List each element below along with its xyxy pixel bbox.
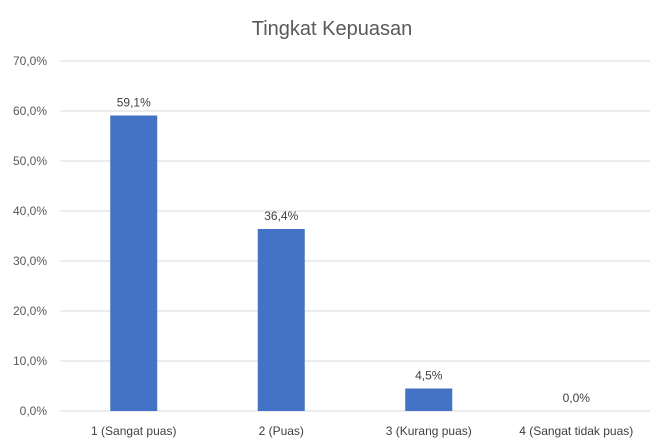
y-tick-label: 60,0% [13, 104, 47, 118]
data-label: 36,4% [264, 209, 298, 223]
y-tick-label: 40,0% [13, 204, 47, 218]
data-label: 4,5% [415, 369, 443, 383]
y-tick-label: 30,0% [13, 254, 47, 268]
y-axis-ticks: 0,0% 10,0% 20,0% 30,0% 40,0% 50,0% 60,0% 70,0% [13, 54, 47, 418]
y-tick-label: 0,0% [20, 404, 48, 418]
x-axis-ticks: 1 (Sangat puas) 2 (Puas) 3 (Kurang puas) 4 … [91, 424, 633, 438]
chart-title: Tingkat Kepuasan [252, 18, 412, 40]
y-tick-label: 70,0% [13, 54, 47, 68]
bar [257, 229, 305, 411]
data-label: 59,1% [117, 96, 151, 110]
data-labels: 59,1% 36,4% 4,5% 0,0% [117, 96, 591, 406]
x-tick-label: 3 (Kurang puas) [386, 424, 472, 438]
x-tick-label: 1 (Sangat puas) [91, 424, 176, 438]
x-tick-label: 2 (Puas) [259, 424, 304, 438]
y-tick-label: 10,0% [13, 354, 47, 368]
x-tick-label: 4 (Sangat tidak puas) [519, 424, 633, 438]
y-tick-label: 20,0% [13, 304, 47, 318]
data-label: 0,0% [563, 391, 591, 405]
y-tick-label: 50,0% [13, 154, 47, 168]
gridlines [60, 60, 650, 412]
bar [110, 115, 158, 411]
bar [405, 388, 453, 411]
bars [110, 115, 453, 411]
